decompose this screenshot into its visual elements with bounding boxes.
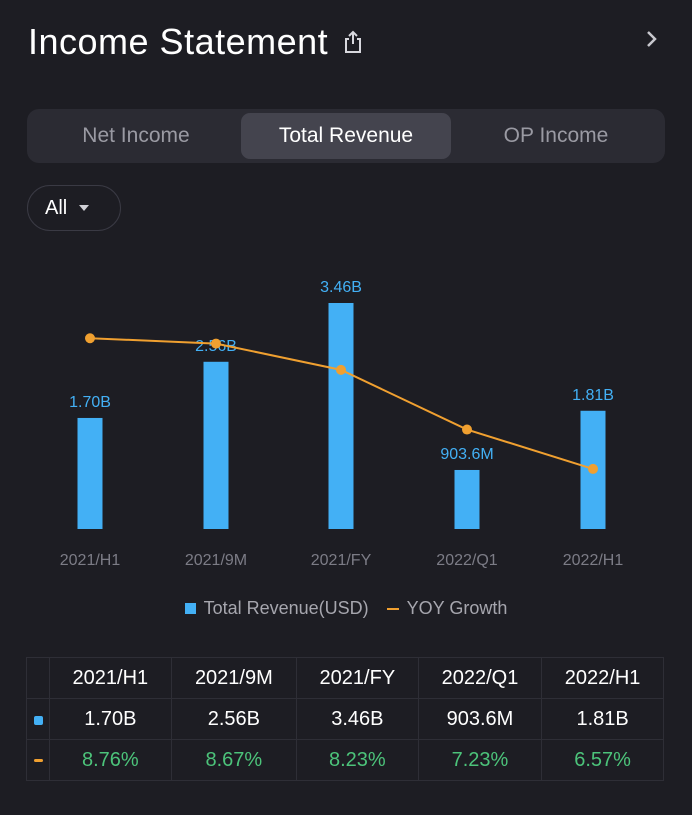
- legend-revenue-label: Total Revenue(USD): [203, 598, 369, 618]
- legend-bar-swatch: [184, 603, 196, 614]
- chart-legend: Total Revenue(USD) YOY Growth: [0, 598, 692, 619]
- bar-value-label: 1.70B: [69, 394, 111, 411]
- period-filter-label: All: [45, 196, 68, 219]
- tab-total-revenue[interactable]: Total Revenue: [241, 113, 451, 159]
- yoy-growth-point: [336, 364, 346, 375]
- bar-value-label: 1.81B: [572, 387, 614, 404]
- table-cell: 1.81B: [541, 698, 664, 740]
- revenue-bar: [454, 469, 480, 529]
- table-row-growth: 8.76% 8.67% 8.23% 7.23% 6.57%: [26, 739, 664, 781]
- table-header-cell: 2022/Q1: [417, 657, 543, 699]
- table-header-cell: 2021/FY: [296, 657, 419, 699]
- revenue-row-key: [26, 698, 50, 740]
- bar-key-icon: [33, 715, 43, 725]
- table-cell: 8.23%: [296, 739, 419, 781]
- bar-value-label: 903.6M: [440, 446, 493, 463]
- yoy-growth-point: [462, 424, 472, 435]
- table-cell: 8.67%: [170, 739, 298, 781]
- legend-growth-label: YOY Growth: [406, 598, 508, 618]
- yoy-growth-point: [85, 333, 95, 344]
- revenue-bar: [77, 417, 103, 529]
- table-cell: 7.23%: [417, 739, 543, 781]
- table-header-row: 2021/H1 2021/9M 2021/FY 2022/Q1 2022/H1: [26, 657, 664, 699]
- x-tick-label: 2021/H1: [60, 552, 121, 569]
- table-cell: 2.56B: [170, 698, 298, 740]
- data-table: 2021/H1 2021/9M 2021/FY 2022/Q1 2022/H1 …: [26, 657, 664, 781]
- table-row-revenue: 1.70B 2.56B 3.46B 903.6M 1.81B: [26, 698, 664, 740]
- table-cell: 1.70B: [49, 698, 172, 740]
- table-header-cell: 2021/9M: [170, 657, 298, 699]
- tab-op-income[interactable]: OP Income: [503, 124, 609, 147]
- table-cell: 903.6M: [417, 698, 543, 740]
- table-cell: 8.76%: [49, 739, 172, 781]
- yoy-growth-point: [588, 463, 598, 474]
- caret-down-icon: [79, 205, 90, 211]
- table-cell: 6.57%: [541, 739, 664, 781]
- page-title: Income Statement: [28, 21, 329, 62]
- table-header-cell: 2021/H1: [49, 657, 172, 699]
- yoy-growth-point: [211, 338, 221, 349]
- metric-tabs: Net Income Total Revenue OP Income: [27, 109, 665, 163]
- share-icon[interactable]: [340, 29, 366, 55]
- growth-row-key: [26, 739, 50, 781]
- chevron-right-icon[interactable]: [642, 26, 662, 52]
- x-tick-label: 2022/H1: [563, 552, 624, 569]
- table-header-cell: 2022/H1: [541, 657, 664, 699]
- table-corner-cell: [26, 657, 50, 699]
- header: Income Statement: [28, 18, 366, 66]
- x-tick-label: 2022/Q1: [436, 552, 497, 569]
- line-key-icon: [33, 758, 43, 762]
- table-cell: 3.46B: [296, 698, 419, 740]
- x-tick-label: 2021/9M: [185, 552, 247, 569]
- x-tick-label: 2021/FY: [311, 552, 372, 569]
- revenue-bar: [203, 361, 229, 529]
- legend-line-swatch: [386, 607, 399, 610]
- revenue-bar: [328, 303, 354, 529]
- bar-value-label: 3.46B: [320, 279, 362, 296]
- revenue-chart: 1.70B2021/H12.56B2021/9M3.46B2021/FY903.…: [60, 279, 624, 569]
- tab-net-income[interactable]: Net Income: [82, 124, 190, 147]
- period-filter-dropdown[interactable]: All: [27, 185, 121, 231]
